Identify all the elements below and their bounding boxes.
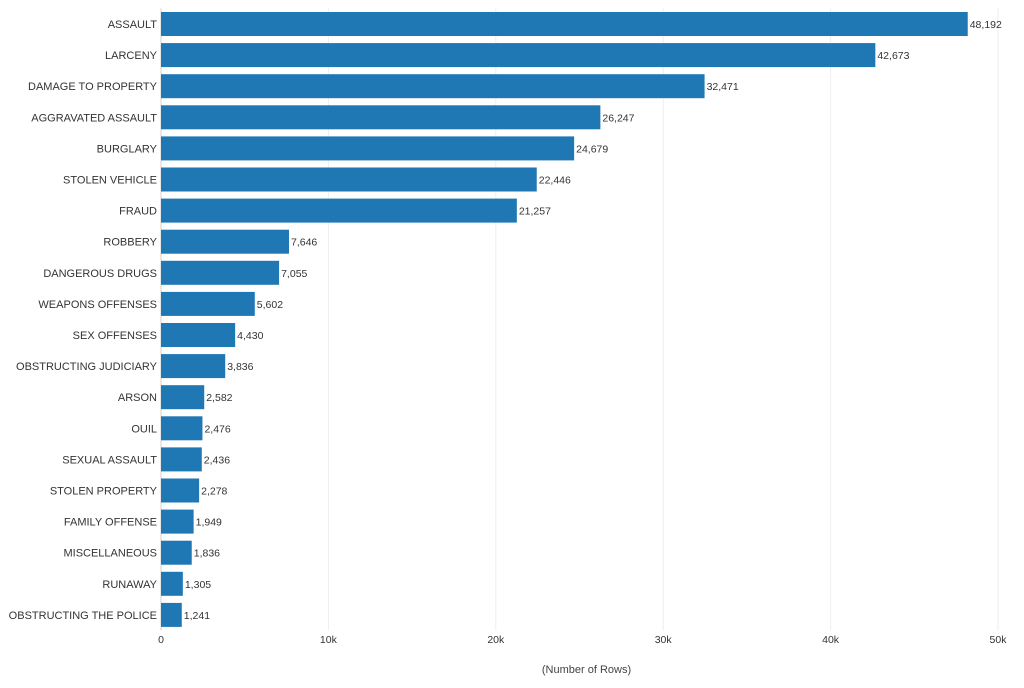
bar[interactable] bbox=[161, 105, 601, 130]
category-label: STOLEN PROPERTY bbox=[50, 486, 158, 498]
value-label: 4,430 bbox=[237, 330, 263, 342]
x-axis-title: (Number of Rows) bbox=[542, 664, 631, 676]
category-label: OBSTRUCTING JUDICIARY bbox=[16, 361, 158, 373]
category-label: AGGRAVATED ASSAULT bbox=[31, 112, 157, 124]
value-label: 2,582 bbox=[206, 392, 232, 404]
bar[interactable] bbox=[161, 571, 183, 596]
bar[interactable] bbox=[161, 43, 876, 68]
bar[interactable] bbox=[161, 229, 289, 254]
bar[interactable] bbox=[161, 198, 517, 223]
category-label: WEAPONS OFFENSES bbox=[38, 299, 157, 311]
value-label: 42,673 bbox=[877, 50, 909, 62]
value-label: 24,679 bbox=[576, 143, 608, 155]
category-label: ASSAULT bbox=[108, 19, 158, 31]
value-labels: 48,192 42,673 32,471 26,247 24,679 22,446 21,2… bbox=[184, 19, 1002, 622]
category-label: FRAUD bbox=[119, 206, 157, 218]
value-label: 26,247 bbox=[602, 112, 634, 124]
x-tick-label: 30k bbox=[655, 634, 673, 646]
x-tick-label: 20k bbox=[487, 634, 505, 646]
x-tick-label: 10k bbox=[320, 634, 338, 646]
category-labels: ASSAULT LARCENY DAMAGE TO PROPERTY AGGRAVAT… bbox=[9, 19, 158, 622]
category-label: OUIL bbox=[131, 423, 157, 435]
bar[interactable] bbox=[161, 509, 194, 534]
x-tick-label: 0 bbox=[158, 634, 164, 646]
value-label: 7,646 bbox=[291, 237, 317, 249]
bar[interactable] bbox=[161, 602, 182, 627]
value-label: 21,257 bbox=[519, 206, 551, 218]
value-label: 2,436 bbox=[204, 454, 230, 466]
category-label: RUNAWAY bbox=[102, 579, 157, 591]
bar[interactable] bbox=[161, 291, 255, 316]
value-label: 5,602 bbox=[257, 299, 283, 311]
value-label: 1,949 bbox=[196, 517, 222, 529]
x-tick-label: 40k bbox=[822, 634, 840, 646]
bar[interactable] bbox=[161, 385, 205, 410]
category-label: FAMILY OFFENSE bbox=[64, 517, 157, 529]
category-label: OBSTRUCTING THE POLICE bbox=[9, 610, 157, 622]
bar[interactable] bbox=[161, 478, 200, 503]
category-label: DAMAGE TO PROPERTY bbox=[28, 81, 158, 93]
bar[interactable] bbox=[161, 74, 705, 99]
category-label: SEX OFFENSES bbox=[73, 330, 157, 342]
value-label: 2,278 bbox=[201, 486, 227, 498]
bar[interactable] bbox=[161, 540, 192, 565]
bar[interactable] bbox=[161, 416, 203, 441]
category-label: LARCENY bbox=[105, 50, 158, 62]
bar[interactable] bbox=[161, 167, 537, 192]
bar[interactable] bbox=[161, 136, 575, 161]
bar[interactable] bbox=[161, 447, 202, 472]
category-label: BURGLARY bbox=[97, 143, 158, 155]
value-label: 22,446 bbox=[539, 175, 571, 187]
bar[interactable] bbox=[161, 354, 226, 379]
gridlines bbox=[160, 8, 999, 631]
value-label: 3,836 bbox=[227, 361, 253, 373]
value-label: 1,305 bbox=[185, 579, 211, 591]
value-label: 1,836 bbox=[194, 548, 220, 560]
value-label: 32,471 bbox=[707, 81, 739, 93]
category-label: ROBBERY bbox=[103, 237, 157, 249]
category-label: STOLEN VEHICLE bbox=[63, 175, 157, 187]
bar[interactable] bbox=[161, 12, 968, 36]
value-label: 7,055 bbox=[281, 268, 307, 280]
category-label: ARSON bbox=[118, 392, 157, 404]
value-label: 2,476 bbox=[204, 423, 230, 435]
value-label: 1,241 bbox=[184, 610, 210, 622]
category-label: SEXUAL ASSAULT bbox=[62, 454, 157, 466]
category-label: DANGEROUS DRUGS bbox=[43, 268, 157, 280]
bar[interactable] bbox=[161, 323, 236, 347]
category-label: MISCELLANEOUS bbox=[63, 548, 157, 560]
x-axis-ticks: 0 10k 20k 30k 40k 50k bbox=[158, 634, 1007, 646]
x-tick-label: 50k bbox=[990, 634, 1008, 646]
bars bbox=[161, 12, 968, 627]
bar[interactable] bbox=[161, 260, 280, 285]
value-label: 48,192 bbox=[970, 19, 1002, 31]
